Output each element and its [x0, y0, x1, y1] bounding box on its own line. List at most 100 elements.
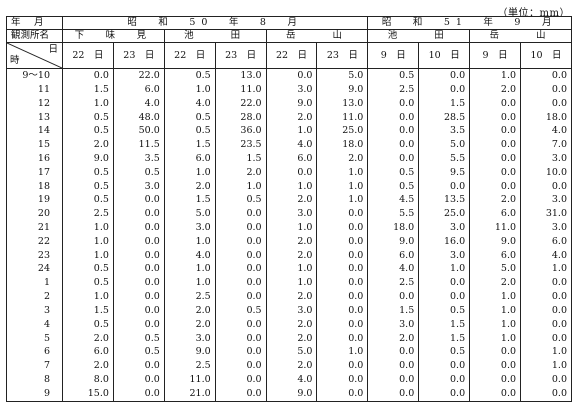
rainfall-value-cell: 0.0	[214, 386, 267, 402]
rainfall-value-cell: 3.0	[112, 179, 165, 194]
rainfall-value-cell: 0.0	[367, 138, 420, 153]
hour-cell: 4	[6, 317, 63, 332]
rainfall-value-cell: 2.0	[367, 331, 420, 346]
day-axis-label: 日	[48, 44, 58, 55]
rainfall-value-cell: 0.0	[469, 179, 522, 194]
rainfall-value-cell: 22.0	[214, 96, 267, 111]
hour-cell: 20	[6, 207, 63, 222]
rainfall-value-cell: 0.0	[214, 207, 267, 222]
rainfall-value-cell: 1.5	[367, 304, 420, 318]
rainfall-value-cell: 1.0	[163, 234, 216, 249]
rainfall-value-cell: 2.0	[265, 193, 318, 208]
rainfall-value-cell: 0.0	[418, 68, 471, 83]
hour-cell: 15	[6, 138, 63, 153]
hour-cell: 8	[6, 373, 63, 387]
hour-cell: 9	[6, 386, 63, 402]
rainfall-value-cell: 22.0	[112, 68, 165, 83]
rainfall-value-cell: 0.0	[316, 304, 369, 318]
rainfall-value-cell: 3.5	[112, 152, 165, 166]
rainfall-value-cell: 18.0	[520, 110, 572, 125]
table-row: 23 1.0 0.0 4.0 0.0 2.0 0.0 6.0 3.0 6.0 4.0	[6, 248, 572, 263]
rainfall-value-cell: 1.0	[62, 290, 114, 304]
rainfall-value-cell: 0.0	[469, 345, 522, 360]
rainfall-value-cell: 9.0	[316, 83, 369, 97]
rainfall-value-cell: 0.0	[469, 386, 522, 402]
rainfall-value-cell: 0.0	[418, 179, 471, 194]
rainfall-value-cell: 0.0	[469, 152, 522, 166]
rainfall-value-cell: 2.0	[469, 193, 522, 208]
rainfall-value-cell: 0.0	[112, 248, 165, 263]
table-row: 11 1.5 6.0 1.0 11.0 3.0 9.0 2.5 0.0 2.0 0.0	[6, 83, 572, 97]
rainfall-value-cell: 2.0	[265, 290, 318, 304]
rainfall-value-cell: 5.0	[418, 138, 471, 153]
rainfall-value-cell: 2.0	[265, 317, 318, 332]
rainfall-value-cell: 3.0	[520, 221, 572, 235]
rainfall-table: 年 月 昭 和 50 年 8 月 昭 和 51 年 9 月 観測所名 下 味 見…	[6, 16, 572, 402]
hour-cell: 2	[6, 290, 63, 304]
rainfall-value-cell: 0.0	[520, 290, 572, 304]
rainfall-value-cell: 0.5	[214, 304, 267, 318]
rainfall-value-cell: 48.0	[112, 110, 165, 125]
rainfall-value-cell: 0.0	[367, 290, 420, 304]
rainfall-value-cell: 0.0	[112, 193, 165, 208]
rainfall-value-cell: 3.0	[265, 304, 318, 318]
hour-cell: 7	[6, 359, 63, 374]
rainfall-value-cell: 0.0	[367, 345, 420, 360]
table-row: 4 0.5 0.0 2.0 0.0 2.0 0.0 3.0 1.5 1.0 0.0	[6, 317, 572, 332]
hour-cell: 16	[6, 152, 63, 166]
rainfall-value-cell: 2.0	[265, 359, 318, 374]
hour-cell: 18	[6, 179, 63, 194]
table-row: 5 2.0 0.5 3.0 0.0 2.0 0.0 2.0 1.5 1.0 0.0	[6, 331, 572, 346]
hour-cell: 14	[6, 124, 63, 139]
rainfall-value-cell: 1.5	[163, 193, 216, 208]
rainfall-value-cell: 1.0	[163, 165, 216, 180]
rainfall-value-cell: 3.0	[265, 83, 318, 97]
rainfall-value-cell: 1.0	[520, 262, 572, 277]
rainfall-value-cell: 0.0	[112, 359, 165, 374]
table-row: 9〜10 0.0 22.0 0.5 13.0 0.0 5.0 0.5 0.0 1.0 0.0	[6, 68, 572, 83]
rainfall-value-cell: 1.0	[265, 179, 318, 194]
rainfall-value-cell: 2.0	[62, 359, 114, 374]
header-row-station: 観測所名 下 味 見 池 田 岳 山 池 田 岳 山	[6, 29, 572, 43]
table-row: 9 15.0 0.0 21.0 0.0 9.0 0.0 0.0 0.0 0.0 0.0	[6, 386, 572, 402]
rainfall-value-cell: 6.0	[62, 345, 114, 360]
table-body: 9〜10 0.0 22.0 0.5 13.0 0.0 5.0 0.5 0.0 1.0 0.0 11 1.…	[6, 68, 572, 402]
rainfall-value-cell: 2.5	[367, 276, 420, 291]
rainfall-value-cell: 31.0	[520, 207, 572, 222]
rainfall-value-cell: 2.0	[265, 331, 318, 346]
rainfall-value-cell: 0.0	[214, 359, 267, 374]
rainfall-value-cell: 1.0	[163, 83, 216, 97]
hour-cell: 19	[6, 193, 63, 208]
rainfall-value-cell: 1.0	[520, 345, 572, 360]
rainfall-value-cell: 2.5	[163, 359, 216, 374]
rainfall-value-cell: 2.5	[62, 207, 114, 222]
rainfall-value-cell: 0.0	[520, 96, 572, 111]
table-row: 20 2.5 0.0 5.0 0.0 3.0 0.0 5.5 25.0 6.0 31.0	[6, 207, 572, 222]
rainfall-value-cell: 9.0	[163, 345, 216, 360]
rainfall-value-cell: 2.5	[367, 83, 420, 97]
rainfall-value-cell: 0.0	[520, 83, 572, 97]
rainfall-value-cell: 9.5	[418, 165, 471, 180]
rainfall-value-cell: 0.0	[520, 304, 572, 318]
period2-header: 昭 和 51 年 9 月	[367, 16, 572, 30]
rainfall-value-cell: 3.0	[367, 317, 420, 332]
rainfall-value-cell: 0.0	[265, 68, 318, 83]
rainfall-value-cell: 0.5	[418, 345, 471, 360]
rainfall-value-cell: 5.0	[265, 345, 318, 360]
rainfall-value-cell: 0.0	[112, 304, 165, 318]
rainfall-value-cell: 0.0	[316, 359, 369, 374]
hour-cell: 11	[6, 83, 63, 97]
rainfall-value-cell: 1.0	[520, 359, 572, 374]
rainfall-value-cell: 3.0	[520, 193, 572, 208]
rainfall-value-cell: 0.5	[62, 262, 114, 277]
rainfall-value-cell: 9.0	[469, 234, 522, 249]
day-header: 9 日	[469, 42, 522, 69]
hour-cell: 6	[6, 345, 63, 360]
rainfall-value-cell: 0.0	[418, 290, 471, 304]
rainfall-value-cell: 1.0	[62, 221, 114, 235]
table-row: 17 0.5 0.5 1.0 2.0 0.0 1.0 0.5 9.5 0.0 10.0	[6, 165, 572, 180]
rainfall-value-cell: 2.0	[62, 138, 114, 153]
table-row: 1 0.5 0.0 1.0 0.0 1.0 0.0 2.5 0.0 2.0 0.0	[6, 276, 572, 291]
period1-header: 昭 和 50 年 8 月	[61, 16, 369, 30]
rainfall-value-cell: 0.0	[214, 373, 267, 387]
